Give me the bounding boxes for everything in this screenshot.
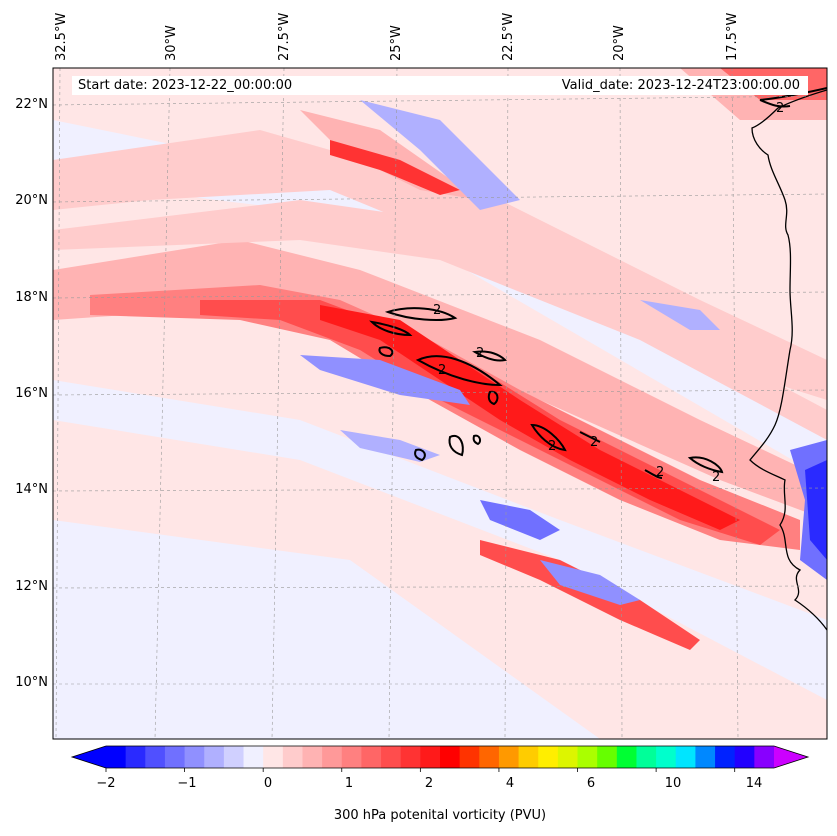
contour-label: 2: [476, 346, 484, 361]
colorbar-tick: 14: [745, 776, 763, 791]
lon-label: 30°W: [164, 25, 179, 61]
colorbar-tick: 1: [344, 776, 354, 791]
colorbar-cell: [282, 746, 303, 768]
colorbar-cell: [145, 746, 166, 768]
colorbar-cell: [223, 746, 245, 768]
start-date: Start date: 2023-12-22_00:00:00: [78, 78, 293, 93]
colorbar-cell: [538, 746, 559, 768]
colorbar-cell: [754, 746, 775, 768]
colorbar-cell: [361, 746, 382, 768]
colorbar-cell: [263, 746, 284, 768]
colorbar-cell: [440, 746, 461, 768]
colorbar-tick: 6: [586, 776, 596, 791]
colorbar-title: 300 hPa potenital vorticity (PVU): [333, 808, 547, 823]
contour-label: 2: [656, 465, 664, 480]
colorbar-cell: [656, 746, 677, 768]
colorbar-cell: [420, 746, 441, 768]
colorbar-tick-labels: −2 −1 0 1 2 4 6 10 14: [0, 776, 837, 794]
colorbar-tick: 10: [664, 776, 682, 791]
lon-label: 20°W: [612, 25, 627, 61]
colorbar-cell: [498, 746, 520, 768]
lon-label: 32.5°W: [54, 12, 69, 61]
colorbar-cell: [243, 746, 264, 768]
map-frame: [52, 67, 828, 740]
colorbar-cell: [341, 746, 362, 768]
lon-label: 17.5°W: [725, 12, 740, 61]
pv-field: 2 2 2 2 2 2 2 2: [53, 68, 827, 739]
date-info-box: Start date: 2023-12-22_00:00:00 Valid_da…: [72, 76, 808, 95]
colorbar-cell: [164, 746, 186, 768]
colorbar-cell: [557, 746, 579, 768]
lat-label: 16°N: [15, 386, 48, 401]
colorbar-cell: [715, 746, 736, 768]
colorbar-cell: [518, 746, 539, 768]
colorbar-cell: [616, 746, 637, 768]
gridlines: [53, 68, 827, 739]
colorbar-cell: [381, 746, 402, 768]
contour-label: 2: [438, 363, 446, 378]
colorbar-cell: [125, 746, 146, 768]
lon-label: 25°W: [389, 25, 404, 61]
coastline: [749, 89, 827, 631]
colorbar-cell: [636, 746, 657, 768]
colorbar-cell: [734, 746, 755, 768]
colorbar-cell: [577, 746, 598, 768]
lat-label: 22°N: [15, 97, 48, 112]
colorbar-cell: [695, 746, 716, 768]
contour-label: 2: [712, 470, 720, 485]
colorbar-extend-min: [72, 746, 106, 768]
colorbar-cell: [459, 746, 480, 768]
colorbar-cell: [675, 746, 696, 768]
colorbar-tick: −2: [96, 776, 116, 791]
colorbar-cell: [322, 746, 343, 768]
colorbar-cell: [597, 746, 618, 768]
pv-2-contours: [369, 87, 827, 479]
lat-label: 14°N: [15, 482, 48, 497]
lat-label: 12°N: [15, 579, 48, 594]
lat-label: 18°N: [15, 290, 48, 305]
lat-label: 20°N: [15, 193, 48, 208]
lat-label: 10°N: [15, 675, 48, 690]
colorbar-cell: [302, 746, 323, 768]
colorbar-cell: [204, 746, 225, 768]
colorbar-cell: [479, 746, 500, 768]
colorbar-tick: −1: [177, 776, 197, 791]
colorbar-cell: [400, 746, 421, 768]
colorbar-cell: [106, 746, 127, 768]
colorbar: [70, 745, 810, 772]
lon-label: 22.5°W: [501, 12, 516, 61]
colorbar-tick: 0: [263, 776, 273, 791]
valid-date: Valid_date: 2023-12-24T23:00:00.00: [561, 78, 800, 93]
lon-label: 27.5°W: [277, 12, 292, 61]
contour-label: 2: [433, 303, 441, 318]
colorbar-tick: 2: [424, 776, 434, 791]
colorbar-tick: 4: [505, 776, 515, 791]
contour-label: 2: [776, 101, 784, 116]
colorbar-cell: [184, 746, 205, 768]
contour-label: 2: [590, 435, 598, 450]
colorbar-extend-max: [774, 746, 808, 768]
contour-label: 2: [548, 439, 556, 454]
